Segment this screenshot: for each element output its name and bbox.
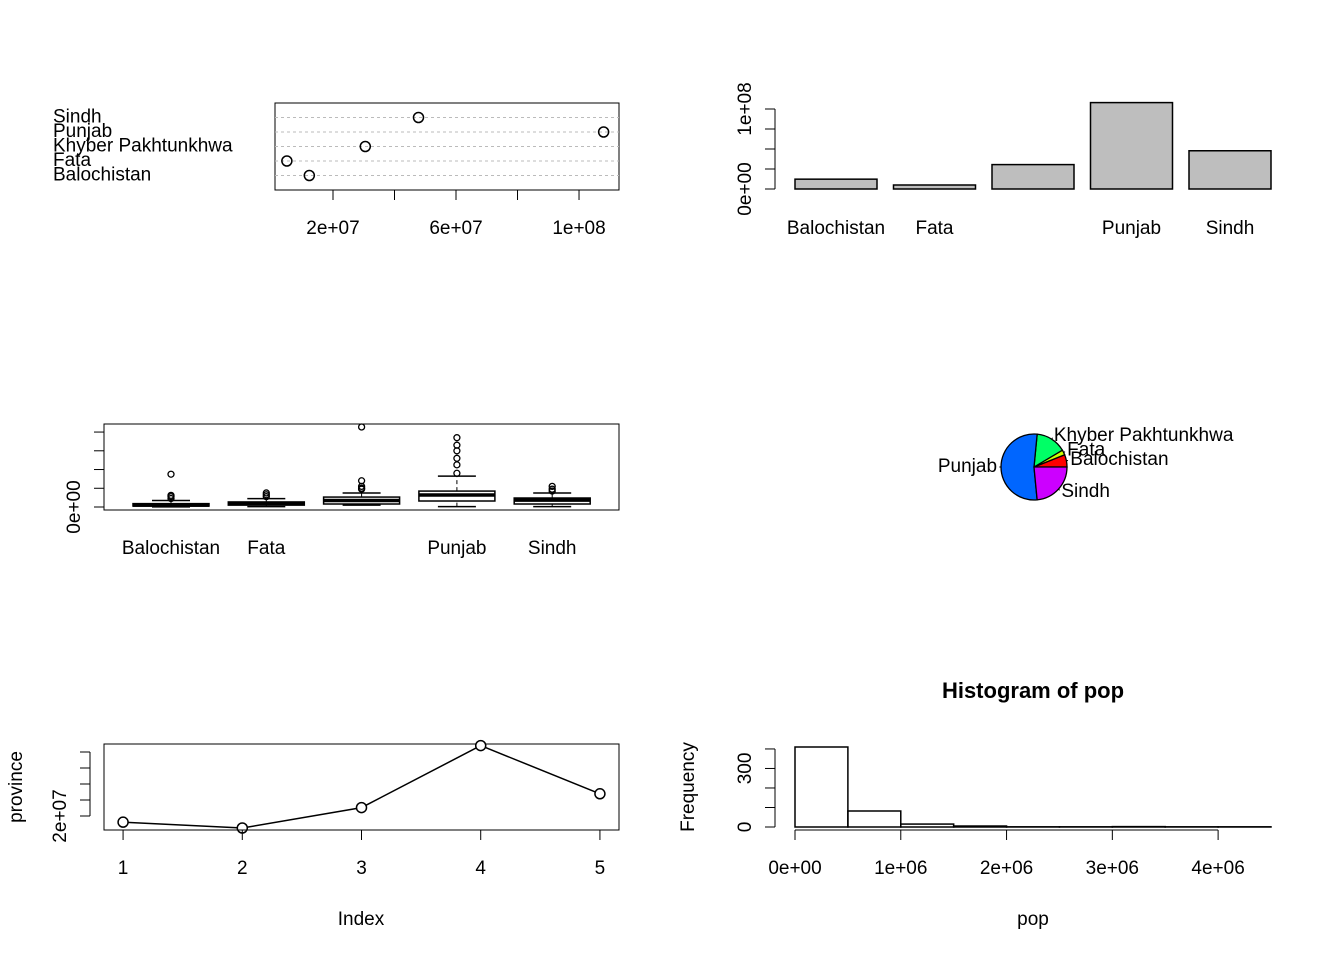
outlier (167, 470, 175, 478)
x-tick-label: Sindh (1206, 218, 1255, 239)
y-tick-label: 1e+08 (735, 82, 756, 135)
y-tick-label: 300 (735, 753, 756, 785)
outlier (548, 482, 556, 491)
y-tick-label: 0 (735, 822, 756, 833)
x-tick-label: Punjab (427, 538, 486, 559)
x-tick-label: 2 (237, 858, 248, 879)
category-label: Sindh (53, 107, 102, 128)
x-tick-label: 2e+06 (980, 858, 1033, 879)
x-tick-label: Fata (247, 538, 285, 559)
x-tick-label: 1e+06 (874, 858, 927, 879)
point (355, 801, 368, 814)
pie-label: Fata (1067, 440, 1105, 461)
x-axis-label: pop (1017, 909, 1049, 930)
x-tick-label: 3 (356, 858, 367, 879)
x-tick-label: 4e+06 (1191, 858, 1244, 879)
x-tick-label: 6e+07 (429, 218, 482, 239)
pie-slice (1033, 466, 1068, 501)
category-label: Fata (53, 150, 91, 171)
pie-label: Khyber Pakhtunkhwa (1054, 425, 1234, 446)
outlier (453, 469, 461, 477)
outlier (167, 491, 175, 500)
pie-label-line (1051, 437, 1054, 440)
bar (991, 163, 1075, 190)
line (123, 744, 601, 829)
chart-title: Histogram of pop (942, 678, 1124, 703)
pie-label: Punjab (938, 456, 997, 477)
point (594, 788, 606, 800)
bar (847, 810, 902, 828)
dot (597, 126, 610, 138)
outlier (357, 477, 366, 485)
pie-slice (1000, 433, 1038, 501)
bar (794, 746, 849, 828)
x-tick-label: Fata (915, 218, 953, 239)
outlier (453, 434, 461, 442)
bar (892, 184, 977, 190)
outlier (453, 441, 461, 449)
category-label: Khyber Pakhtunkhwa (53, 136, 233, 157)
pie-label: Sindh (1061, 481, 1110, 502)
point (474, 739, 487, 752)
outlier (453, 454, 461, 462)
point (117, 816, 129, 828)
x-tick-label: 2e+07 (306, 218, 359, 239)
x-axis-label: Index (338, 909, 385, 930)
y-tick-label: 0e+00 (735, 162, 756, 215)
pie-label-line (1058, 488, 1060, 491)
bar (952, 825, 1008, 828)
x-tick-label: 4 (475, 858, 486, 879)
plot-box (103, 743, 620, 831)
bar (1089, 101, 1174, 190)
category-label: Punjab (53, 121, 112, 142)
bar (900, 823, 955, 828)
x-tick-label: 0e+00 (768, 858, 821, 879)
x-tick-label: 1e+08 (552, 218, 605, 239)
x-tick-label: 3e+06 (1086, 858, 1139, 879)
y-tick-label: 0e+00 (64, 480, 85, 533)
x-tick-label: Sindh (528, 538, 577, 559)
category-label: Balochistan (53, 165, 151, 186)
dot (359, 140, 372, 153)
y-tick-label: 2e+07 (50, 789, 71, 842)
dot (412, 111, 425, 124)
bar (794, 178, 878, 190)
outlier (262, 489, 270, 497)
x-tick-label: 5 (595, 858, 606, 879)
plot-box (274, 102, 620, 191)
x-tick-label: Balochistan (787, 218, 885, 239)
x-tick-label: Balochistan (122, 538, 220, 559)
x-tick-label: 1 (118, 858, 129, 879)
dot (303, 169, 316, 182)
pie-label: Balochistan (1070, 449, 1168, 470)
dot (281, 155, 293, 167)
y-axis-label: province (6, 751, 27, 823)
outlier (357, 423, 366, 431)
y-axis-label: Frequency (678, 742, 699, 832)
outlier (548, 485, 556, 493)
x-tick-label: Punjab (1102, 218, 1161, 239)
pie-label-line (1063, 451, 1066, 453)
bar (1188, 150, 1272, 190)
outlier (453, 461, 461, 469)
